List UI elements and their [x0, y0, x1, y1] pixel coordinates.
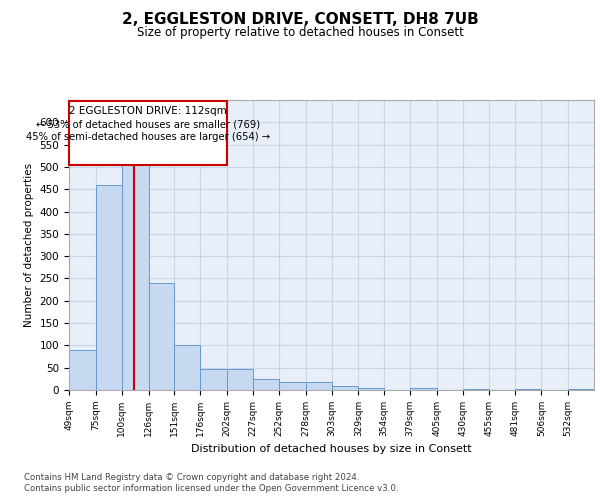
Bar: [358, 388, 384, 390]
Bar: [227, 369, 253, 390]
Bar: [568, 388, 594, 390]
X-axis label: Distribution of detached houses by size in Consett: Distribution of detached houses by size …: [191, 444, 472, 454]
Bar: [122, 122, 149, 390]
Bar: [305, 382, 331, 390]
Text: 2 EGGLESTON DRIVE: 112sqm: 2 EGGLESTON DRIVE: 112sqm: [69, 106, 227, 116]
Bar: [515, 388, 541, 390]
Bar: [69, 101, 227, 164]
Bar: [96, 185, 122, 390]
Bar: [149, 283, 175, 390]
Bar: [69, 350, 96, 390]
Text: 2, EGGLESTON DRIVE, CONSETT, DH8 7UB: 2, EGGLESTON DRIVE, CONSETT, DH8 7UB: [122, 12, 478, 28]
Text: Contains public sector information licensed under the Open Government Licence v3: Contains public sector information licen…: [24, 484, 398, 493]
Bar: [253, 379, 279, 390]
Bar: [463, 388, 488, 390]
Text: ← 53% of detached houses are smaller (769): ← 53% of detached houses are smaller (76…: [36, 120, 260, 130]
Bar: [331, 386, 358, 390]
Bar: [200, 369, 227, 390]
Bar: [410, 388, 437, 390]
Text: 45% of semi-detached houses are larger (654) →: 45% of semi-detached houses are larger (…: [26, 132, 270, 142]
Text: Size of property relative to detached houses in Consett: Size of property relative to detached ho…: [137, 26, 463, 39]
Text: Contains HM Land Registry data © Crown copyright and database right 2024.: Contains HM Land Registry data © Crown c…: [24, 472, 359, 482]
Bar: [175, 346, 200, 390]
Bar: [279, 382, 305, 390]
Y-axis label: Number of detached properties: Number of detached properties: [24, 163, 34, 327]
